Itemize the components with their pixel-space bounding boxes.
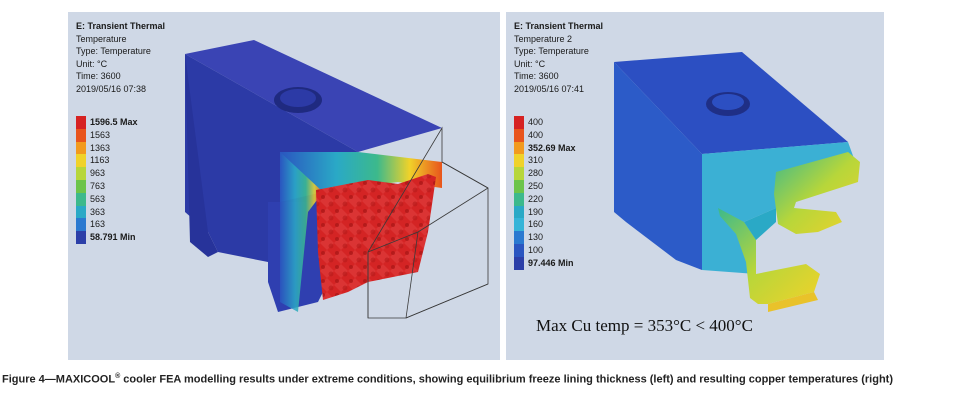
upper-slot-arm xyxy=(774,152,860,234)
result-date: 2019/05/16 07:41 xyxy=(514,83,585,94)
legend-swatch xyxy=(514,116,524,129)
result-name: Temperature 2 xyxy=(514,33,573,44)
legend-swatch xyxy=(514,192,524,206)
legend-swatch xyxy=(514,179,524,193)
legend-swatch xyxy=(76,218,86,232)
result-type: Type: Temperature xyxy=(76,46,151,57)
legend-label: 563 xyxy=(90,193,106,204)
legend-swatch xyxy=(514,218,524,232)
right-fea-panel: E: Transient Thermal Temperature 2 Type:… xyxy=(506,12,884,360)
cooler-left-face xyxy=(614,62,702,270)
result-time: Time: 3600 xyxy=(514,71,559,82)
left-info-block: E: Transient Thermal Temperature Type: T… xyxy=(76,20,165,96)
legend-swatch xyxy=(514,243,524,257)
legend-label: 1363 xyxy=(90,142,111,153)
legend-label: 1563 xyxy=(90,129,111,140)
legend-swatch xyxy=(76,116,86,129)
legend-swatch xyxy=(514,256,524,270)
result-unit: Unit: °C xyxy=(76,58,108,69)
legend-swatch xyxy=(76,205,86,219)
legend-label: 190 xyxy=(528,206,544,217)
result-time: Time: 3600 xyxy=(76,71,121,82)
analysis-title: E: Transient Thermal xyxy=(514,21,604,31)
legend-label: 763 xyxy=(90,180,106,191)
result-type: Type: Temperature xyxy=(514,46,589,57)
right-info-block: E: Transient Thermal Temperature 2 Type:… xyxy=(514,20,603,96)
legend-swatch xyxy=(514,231,524,244)
legend-swatch xyxy=(514,205,524,219)
wireframe-outline xyxy=(367,126,489,319)
legend-label: 1163 xyxy=(90,155,110,166)
legend-swatch xyxy=(76,141,86,155)
max-copper-temp-note: Max Cu temp = 353°C < 400°C xyxy=(536,316,753,335)
caption-text: cooler FEA modelling results under extre… xyxy=(120,373,894,386)
figure-caption: Figure 4—MAXICOOL® cooler FEA modelling … xyxy=(2,370,957,387)
legend-label: 97.446 Min xyxy=(528,257,574,268)
result-date: 2019/05/16 07:38 xyxy=(76,83,147,94)
legend-swatch xyxy=(76,154,86,168)
legend-swatch xyxy=(76,167,86,180)
legend-label: 250 xyxy=(528,180,544,191)
legend-label: 160 xyxy=(528,219,544,230)
legend-label: 963 xyxy=(90,168,106,179)
legend-swatch xyxy=(514,128,524,142)
legend-swatch xyxy=(514,167,524,180)
legend-label: 352.69 Max xyxy=(528,142,576,153)
cooler-freeze-lining-model xyxy=(185,40,489,319)
result-name: Temperature xyxy=(76,33,127,44)
left-fea-panel: E: Transient Thermal Temperature Type: T… xyxy=(68,12,500,360)
legend-label: 363 xyxy=(90,206,106,217)
legend-swatch xyxy=(514,154,524,168)
lower-slot-arm xyxy=(718,208,820,304)
legend-label: 400 xyxy=(528,117,544,127)
legend-label: 100 xyxy=(528,244,544,255)
legend-label: 280 xyxy=(528,168,544,179)
legend-swatch xyxy=(76,179,86,193)
legend-label: 163 xyxy=(90,219,106,230)
legend-label: 310 xyxy=(528,155,544,166)
legend-swatch xyxy=(76,231,86,244)
freeze-lining-surface xyxy=(316,174,436,300)
result-unit: Unit: °C xyxy=(514,58,546,69)
legend-label: 130 xyxy=(528,232,544,243)
legend-label: 220 xyxy=(528,193,544,204)
legend-swatch xyxy=(76,192,86,206)
legend-label: 1596.5 Max xyxy=(90,117,138,127)
caption-lead: Figure 4—MAXICOOL xyxy=(2,373,116,386)
legend-swatch xyxy=(514,141,524,155)
analysis-title: E: Transient Thermal xyxy=(76,21,166,31)
legend-swatch xyxy=(76,128,86,142)
legend-label: 400 xyxy=(528,129,544,140)
copper-cooler-model xyxy=(614,52,860,312)
registered-mark: ® xyxy=(115,373,121,380)
legend-label: 58.791 Min xyxy=(90,232,136,243)
